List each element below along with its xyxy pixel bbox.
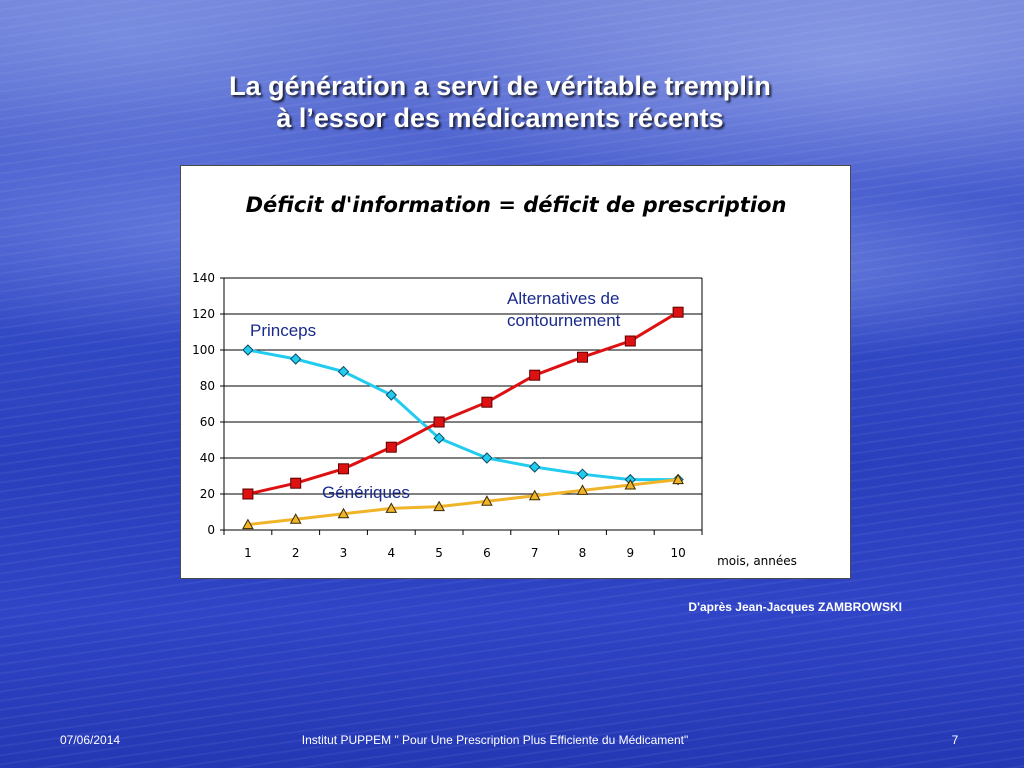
data-point-square [481,396,493,408]
data-point-diamond [289,353,302,365]
data-point-diamond [337,365,350,378]
data-point-triangle [385,502,398,513]
series-annotation-1: Princeps [250,321,316,340]
y-tick-label: 60 [200,415,215,429]
footer-institute: Institut PUPPEM " Pour Une Prescription … [301,733,689,747]
x-tick-label: 2 [292,546,300,560]
data-point-diamond [576,468,589,480]
series-line-1 [247,348,679,482]
slide-title-line-2: à l’essor des médicaments récents [276,103,724,133]
data-point-square [672,306,684,318]
data-point-diamond [481,452,493,464]
data-point-triangle [337,507,350,519]
data-point-triangle [481,495,493,506]
data-point-diamond [433,432,445,444]
x-tick-label: 8 [579,546,587,560]
data-point-triangle [433,500,445,512]
series-annotation-3: Génériques [322,483,410,502]
line-chart: Déficit d'information = déficit de presc… [192,193,797,568]
chart-title: Déficit d'information = déficit de presc… [246,193,787,217]
data-point-square [529,369,541,381]
footer-date: 07/06/2014 [60,733,121,747]
data-point-triangle [289,513,302,524]
y-tick-label: 80 [200,379,215,393]
data-point-square [290,477,302,489]
data-point-diamond [242,344,254,356]
data-point-square [577,351,588,363]
data-point-square [624,335,636,347]
slide-title: La génération a servi de véritable tremp… [150,70,850,134]
x-axis-label: mois, années [717,554,797,568]
data-point-triangle [528,489,541,501]
data-point-square [433,416,445,428]
y-tick-label: 20 [200,487,215,501]
x-tick-label: 4 [387,546,395,560]
x-tick-label: 1 [244,546,252,560]
y-tick-label: 140 [192,271,215,285]
y-tick-label: 100 [192,343,215,357]
x-tick-label: 5 [435,546,443,560]
chart-container: Déficit d'information = déficit de presc… [180,165,851,579]
y-tick-label: 0 [207,523,215,537]
data-point-diamond [385,389,398,401]
data-point-square [242,488,254,500]
slide-title-line-1: La génération a servi de véritable tremp… [229,71,771,101]
data-point-triangle [242,518,254,530]
data-point-triangle [576,484,589,495]
x-tick-label: 7 [531,546,539,560]
data-point-triangle [672,473,684,485]
series-annotation-2: contournement [507,311,621,330]
series-annotation-2: Alternatives de [507,289,619,308]
data-point-diamond [528,461,541,473]
x-tick-label: 9 [626,546,634,560]
data-point-square [385,441,397,453]
series-line-3 [247,478,679,527]
footer-page-number: 7 [951,733,959,747]
y-tick-label: 120 [192,307,215,321]
x-tick-label: 3 [340,546,348,560]
x-tick-label: 6 [483,546,491,560]
data-point-triangle [624,478,637,490]
x-tick-label: 10 [670,546,685,560]
y-tick-label: 40 [200,451,215,465]
data-point-square [338,463,349,475]
source-credit: D'après Jean-Jacques ZAMBROWSKI [688,600,902,614]
series-line-2 [247,310,679,496]
